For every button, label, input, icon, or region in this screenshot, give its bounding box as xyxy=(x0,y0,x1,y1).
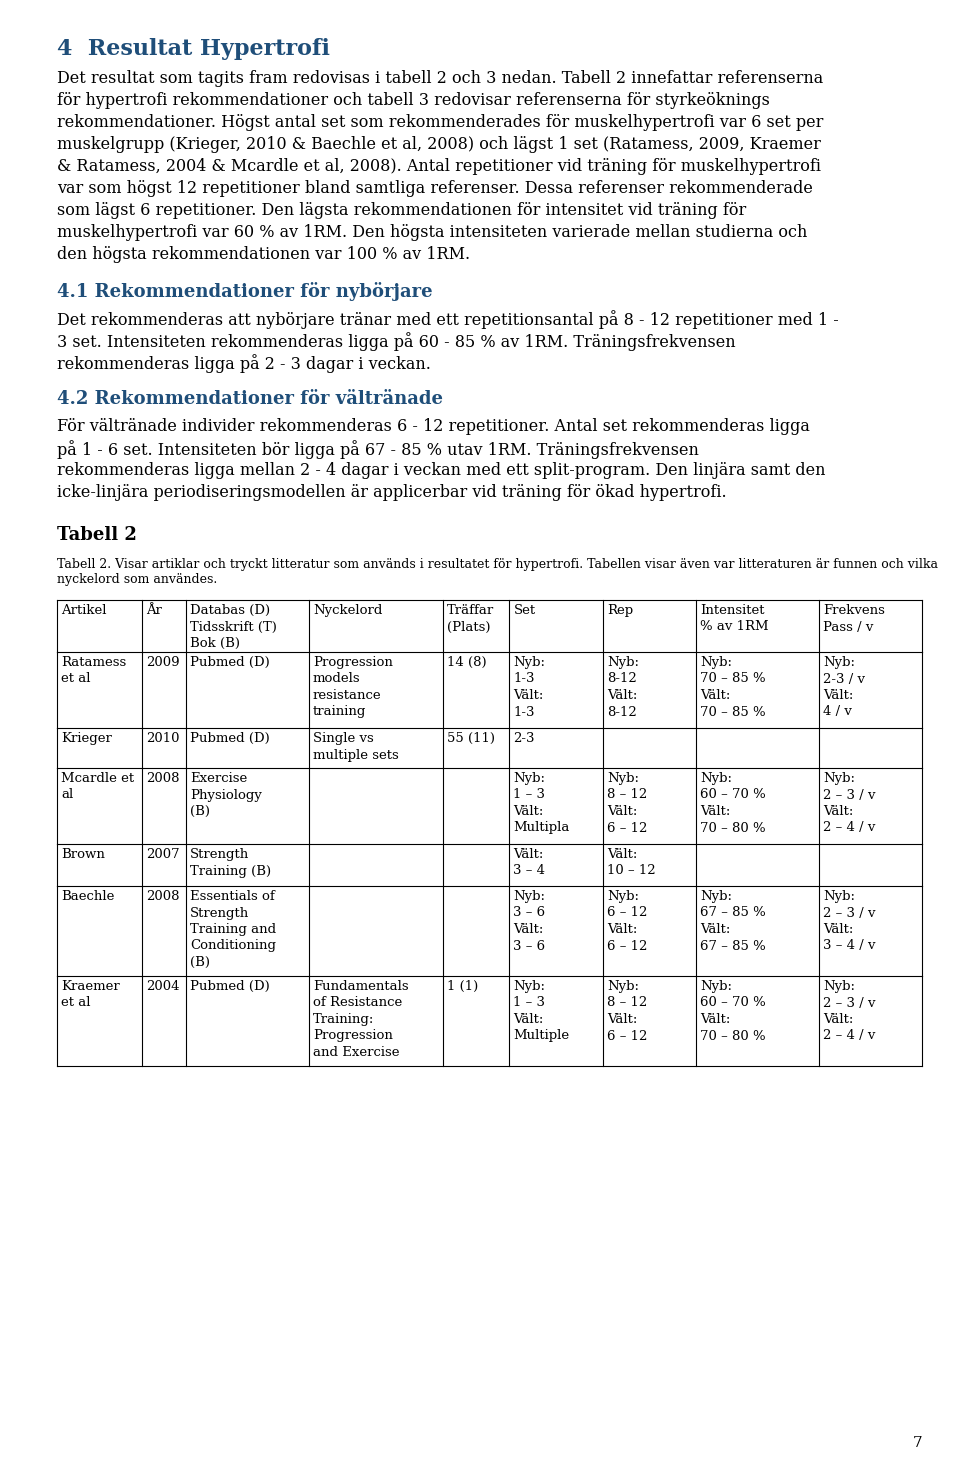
Text: rekommenderas ligga på 2 - 3 dagar i veckan.: rekommenderas ligga på 2 - 3 dagar i vec… xyxy=(57,353,431,372)
Text: nyckelord som användes.: nyckelord som användes. xyxy=(57,573,217,586)
Text: muskelhypertrofi var 60 % av 1RM. Den högsta intensiteten varierade mellan studi: muskelhypertrofi var 60 % av 1RM. Den hö… xyxy=(57,224,807,241)
Text: Pubmed (D): Pubmed (D) xyxy=(190,732,270,745)
Text: Pubmed (D): Pubmed (D) xyxy=(190,657,270,668)
Text: 55 (11): 55 (11) xyxy=(447,732,495,745)
Text: 2008: 2008 xyxy=(147,771,180,785)
Text: Baechle: Baechle xyxy=(61,891,114,902)
Text: Nyb:
60 – 70 %
Vält:
70 – 80 %: Nyb: 60 – 70 % Vält: 70 – 80 % xyxy=(701,771,766,835)
Text: 2004: 2004 xyxy=(147,980,180,994)
Text: Vält:
3 – 4: Vält: 3 – 4 xyxy=(514,848,545,877)
Text: Intensitet
% av 1RM: Intensitet % av 1RM xyxy=(701,604,769,633)
Text: År: År xyxy=(147,604,162,617)
Text: var som högst 12 repetitioner bland samtliga referenser. Dessa referenser rekomm: var som högst 12 repetitioner bland samt… xyxy=(57,180,813,197)
Text: Nyb:
1 – 3
Vält:
Multiple: Nyb: 1 – 3 Vält: Multiple xyxy=(514,980,569,1042)
Text: & Ratamess, 2004 & Mcardle et al, 2008). Antal repetitioner vid träning för musk: & Ratamess, 2004 & Mcardle et al, 2008).… xyxy=(57,158,821,175)
Text: Nyb:
70 – 85 %
Vält:
70 – 85 %: Nyb: 70 – 85 % Vält: 70 – 85 % xyxy=(701,657,766,718)
Text: Nyb:
1 – 3
Vält:
Multipla: Nyb: 1 – 3 Vält: Multipla xyxy=(514,771,570,835)
Text: 4  Resultat Hypertrofi: 4 Resultat Hypertrofi xyxy=(57,38,330,60)
Text: Mcardle et
al: Mcardle et al xyxy=(61,771,134,801)
Text: muskelgrupp (Krieger, 2010 & Baechle et al, 2008) och lägst 1 set (Ratamess, 200: muskelgrupp (Krieger, 2010 & Baechle et … xyxy=(57,135,821,153)
Text: Artikel: Artikel xyxy=(61,604,107,617)
Text: Nyb:
2 – 3 / v
Vält:
2 – 4 / v: Nyb: 2 – 3 / v Vält: 2 – 4 / v xyxy=(824,980,876,1042)
Text: Pubmed (D): Pubmed (D) xyxy=(190,980,270,994)
Text: Nyckelord: Nyckelord xyxy=(313,604,382,617)
Text: för hypertrofi rekommendationer och tabell 3 redovisar referenserna för styrkeök: för hypertrofi rekommendationer och tabe… xyxy=(57,91,770,109)
Text: 4.2 Rekommendationer för vältränade: 4.2 Rekommendationer för vältränade xyxy=(57,390,443,408)
Text: Nyb:
8-12
Vält:
8-12: Nyb: 8-12 Vält: 8-12 xyxy=(607,657,639,718)
Text: Set: Set xyxy=(514,604,536,617)
Text: Vält:
10 – 12: Vält: 10 – 12 xyxy=(607,848,656,877)
Text: Nyb:
2 – 3 / v
Vält:
3 – 4 / v: Nyb: 2 – 3 / v Vält: 3 – 4 / v xyxy=(824,891,876,952)
Text: 14 (8): 14 (8) xyxy=(447,657,487,668)
Text: 2-3: 2-3 xyxy=(514,732,535,745)
Text: För vältränade individer rekommenderas 6 - 12 repetitioner. Antal set rekommende: För vältränade individer rekommenderas 6… xyxy=(57,418,810,436)
Text: Progression
models
resistance
training: Progression models resistance training xyxy=(313,657,393,718)
Text: Nyb:
2 – 3 / v
Vält:
2 – 4 / v: Nyb: 2 – 3 / v Vält: 2 – 4 / v xyxy=(824,771,876,835)
Text: Kraemer
et al: Kraemer et al xyxy=(61,980,120,1010)
Text: Tabell 2. Visar artiklar och tryckt litteratur som används i resultatet för hype: Tabell 2. Visar artiklar och tryckt litt… xyxy=(57,558,938,571)
Text: Strength
Training (B): Strength Training (B) xyxy=(190,848,271,877)
Text: 2009: 2009 xyxy=(147,657,180,668)
Text: Nyb:
1-3
Vält:
1-3: Nyb: 1-3 Vält: 1-3 xyxy=(514,657,545,718)
Text: Rep: Rep xyxy=(607,604,633,617)
Text: på 1 - 6 set. Intensiteten bör ligga på 67 - 85 % utav 1RM. Träningsfrekvensen: på 1 - 6 set. Intensiteten bör ligga på … xyxy=(57,440,699,459)
Text: Det rekommenderas att nybörjare tränar med ett repetitionsantal på 8 - 12 repeti: Det rekommenderas att nybörjare tränar m… xyxy=(57,311,839,328)
Text: 2008: 2008 xyxy=(147,891,180,902)
Text: Frekvens
Pass / v: Frekvens Pass / v xyxy=(824,604,885,633)
Text: 1 (1): 1 (1) xyxy=(447,980,479,994)
Text: Nyb:
3 – 6
Vält:
3 – 6: Nyb: 3 – 6 Vält: 3 – 6 xyxy=(514,891,545,952)
Text: Träffar
(Plats): Träffar (Plats) xyxy=(447,604,494,633)
Text: som lägst 6 repetitioner. Den lägsta rekommendationen för intensitet vid träning: som lägst 6 repetitioner. Den lägsta rek… xyxy=(57,202,746,219)
Text: Essentials of
Strength
Training and
Conditioning
(B): Essentials of Strength Training and Cond… xyxy=(190,891,276,969)
Text: Nyb:
60 – 70 %
Vält:
70 – 80 %: Nyb: 60 – 70 % Vält: 70 – 80 % xyxy=(701,980,766,1042)
Text: Exercise
Physiology
(B): Exercise Physiology (B) xyxy=(190,771,262,818)
Text: Nyb:
2-3 / v
Vält:
4 / v: Nyb: 2-3 / v Vält: 4 / v xyxy=(824,657,865,718)
Text: Ratamess
et al: Ratamess et al xyxy=(61,657,127,686)
Text: 7: 7 xyxy=(912,1437,922,1450)
Text: Databas (D)
Tidsskrift (T)
Bok (B): Databas (D) Tidsskrift (T) Bok (B) xyxy=(190,604,276,651)
Text: 3 set. Intensiteten rekommenderas ligga på 60 - 85 % av 1RM. Träningsfrekvensen: 3 set. Intensiteten rekommenderas ligga … xyxy=(57,333,735,350)
Text: Nyb:
8 – 12
Vält:
6 – 12: Nyb: 8 – 12 Vält: 6 – 12 xyxy=(607,771,647,835)
Text: rekommenderas ligga mellan 2 - 4 dagar i veckan med ett split-program. Den linjä: rekommenderas ligga mellan 2 - 4 dagar i… xyxy=(57,462,826,478)
Text: Krieger: Krieger xyxy=(61,732,112,745)
Text: Nyb:
8 – 12
Vält:
6 – 12: Nyb: 8 – 12 Vält: 6 – 12 xyxy=(607,980,647,1042)
Text: 4.1 Rekommendationer för nybörjare: 4.1 Rekommendationer för nybörjare xyxy=(57,283,433,300)
Text: Brown: Brown xyxy=(61,848,105,861)
Text: Tabell 2: Tabell 2 xyxy=(57,526,137,545)
Text: Single vs
multiple sets: Single vs multiple sets xyxy=(313,732,398,761)
Text: den högsta rekommendationen var 100 % av 1RM.: den högsta rekommendationen var 100 % av… xyxy=(57,246,470,263)
Text: Nyb:
67 – 85 %
Vält:
67 – 85 %: Nyb: 67 – 85 % Vält: 67 – 85 % xyxy=(701,891,766,952)
Text: 2010: 2010 xyxy=(147,732,180,745)
Text: rekommendationer. Högst antal set som rekommenderades för muskelhypertrofi var 6: rekommendationer. Högst antal set som re… xyxy=(57,113,824,131)
Text: Fundamentals
of Resistance
Training:
Progression
and Exercise: Fundamentals of Resistance Training: Pro… xyxy=(313,980,409,1058)
Text: 2007: 2007 xyxy=(147,848,180,861)
Text: Nyb:
6 – 12
Vält:
6 – 12: Nyb: 6 – 12 Vält: 6 – 12 xyxy=(607,891,647,952)
Text: icke-linjära periodiseringsmodellen är applicerbar vid träning för ökad hypertro: icke-linjära periodiseringsmodellen är a… xyxy=(57,484,727,500)
Text: Det resultat som tagits fram redovisas i tabell 2 och 3 nedan. Tabell 2 innefatt: Det resultat som tagits fram redovisas i… xyxy=(57,71,824,87)
